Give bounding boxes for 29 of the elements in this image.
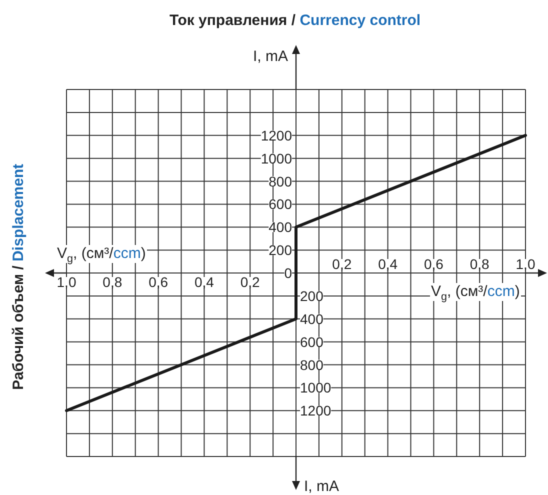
y2-tick-label: 1200	[300, 402, 332, 419]
y2-tick-label: 400	[300, 310, 324, 327]
x2-tick-label: 0,8	[470, 256, 490, 272]
x2-tick-label: 0,2	[332, 256, 352, 272]
x-tick-label: 0,2	[240, 274, 260, 290]
y2-tick-label: 600	[300, 334, 324, 350]
y-tick-label: 200	[268, 242, 292, 258]
x2-tick-label: 1,0	[516, 256, 536, 272]
x2-tick-label: 0,4	[378, 256, 398, 272]
y2-tick-label: 200	[300, 288, 324, 304]
y-tick-label: 1000	[260, 150, 292, 166]
y-tick-label: 600	[268, 196, 292, 212]
x-tick-label: 1,0	[56, 274, 76, 290]
x-tick-label: 0,4	[194, 274, 214, 290]
text: Рабочий объем / Displacement	[10, 164, 27, 390]
y-axis-title: I, mA	[253, 48, 288, 65]
y-tick-label: 800	[268, 173, 292, 190]
x2-tick-label: 0,6	[424, 256, 444, 272]
x-tick-label: 0,6	[148, 274, 168, 290]
chart-title: Ток управления / Currency control	[169, 12, 421, 29]
y-tick-label: 1200	[260, 127, 292, 144]
y-tick-label: 400	[268, 219, 292, 236]
text: I, mA	[304, 478, 340, 495]
y2-tick-label: 1000	[300, 380, 332, 396]
x-tick-label: 0,8	[102, 274, 122, 290]
x-axis-title: V$_{g}$, (см³/ccm)	[430, 283, 521, 303]
y2-tick-label: 800	[300, 356, 324, 373]
y-tick-label: 0	[284, 265, 292, 281]
x2-axis-title: V$_{g}$, (см³/ccm)	[56, 245, 147, 265]
